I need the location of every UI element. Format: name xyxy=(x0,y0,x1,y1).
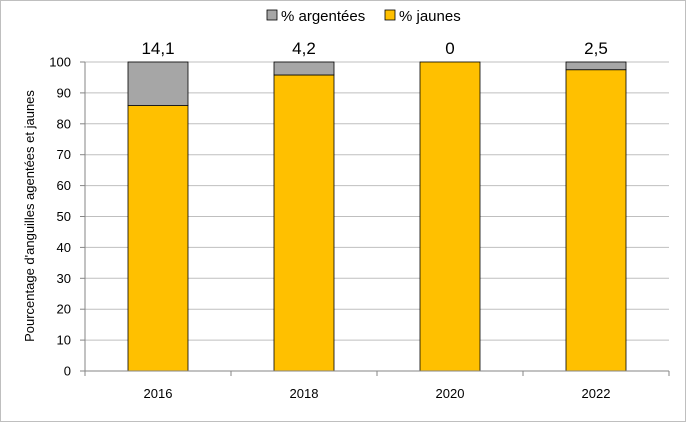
bar-segment xyxy=(565,61,627,71)
bar-segment xyxy=(419,61,481,372)
data-label: 2,5 xyxy=(584,39,608,58)
y-tick-label: 60 xyxy=(57,178,71,193)
legend-swatch xyxy=(266,9,278,21)
bar-segment xyxy=(273,74,335,372)
y-tick-label: 70 xyxy=(57,147,71,162)
x-tick-label: 2020 xyxy=(436,386,465,401)
data-labels: 14,1 4,2 0 2,5 xyxy=(141,39,607,58)
bar-segment xyxy=(565,69,627,372)
legend-label: % argentées xyxy=(281,8,365,25)
y-tick-label: 20 xyxy=(57,302,71,317)
x-tick-label: 2022 xyxy=(582,386,611,401)
y-tick-labels: 0 10 20 30 40 50 60 70 80 90 100 xyxy=(49,55,71,379)
bar-segment xyxy=(273,61,335,76)
data-label: 4,2 xyxy=(292,39,316,58)
y-axis-label: Pourcentage d'anguilles agentées et jaun… xyxy=(22,90,37,342)
data-label: 14,1 xyxy=(141,39,174,58)
x-tick-label: 2018 xyxy=(290,386,319,401)
legend-swatch xyxy=(384,9,396,21)
y-tick-label: 100 xyxy=(49,55,71,70)
y-tick-label: 90 xyxy=(57,85,71,100)
legend: % argentées % jaunes xyxy=(266,8,461,25)
y-tick-label: 0 xyxy=(64,364,71,379)
x-tick-labels: 2016 2018 2020 2022 xyxy=(144,386,611,401)
axes xyxy=(80,61,670,376)
legend-label: % jaunes xyxy=(399,8,461,25)
x-tick-label: 2016 xyxy=(144,386,173,401)
y-tick-label: 80 xyxy=(57,116,71,131)
y-tick-label: 40 xyxy=(57,240,71,255)
bar-segment xyxy=(127,105,189,372)
y-tick-label: 10 xyxy=(57,333,71,348)
y-tick-label: 30 xyxy=(57,271,71,286)
y-tick-label: 50 xyxy=(57,209,71,224)
data-label: 0 xyxy=(445,39,454,58)
bar-segment xyxy=(127,61,189,106)
